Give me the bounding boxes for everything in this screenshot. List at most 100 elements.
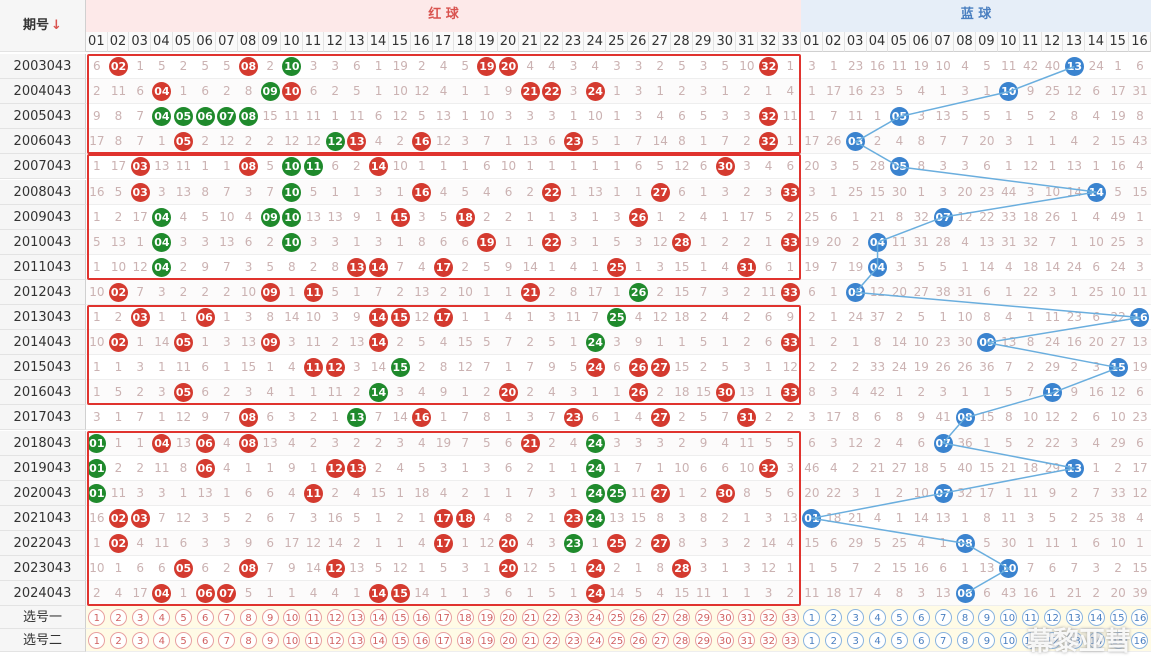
red-pick-button[interactable]: 10 <box>283 609 301 627</box>
blue-pick-button[interactable]: 11 <box>1022 609 1040 627</box>
red-pick-button[interactable]: 2 <box>110 609 127 627</box>
red-pick-button[interactable]: 29 <box>695 632 713 650</box>
red-pick-button[interactable]: 29 <box>695 609 713 627</box>
blue-pick-button[interactable]: 1 <box>803 632 821 650</box>
red-pick-button[interactable]: 17 <box>435 609 453 627</box>
red-pick-button[interactable]: 18 <box>456 609 474 627</box>
red-pick-button[interactable]: 20 <box>500 632 518 650</box>
red-pick-button[interactable]: 33 <box>781 632 799 650</box>
red-pick-button[interactable]: 30 <box>716 632 734 650</box>
red-pick-button[interactable]: 4 <box>153 632 171 650</box>
blue-pick-button[interactable]: 14 <box>1087 609 1105 627</box>
blue-pick-button[interactable]: 10 <box>1000 609 1018 627</box>
red-pick-button[interactable]: 27 <box>651 632 669 650</box>
red-pick-button[interactable]: 13 <box>348 609 366 627</box>
blue-pick-button[interactable]: 14 <box>1087 632 1105 650</box>
red-pick-button[interactable]: 5 <box>175 609 192 627</box>
blue-pick-button[interactable]: 11 <box>1022 632 1040 650</box>
blue-pick-button[interactable]: 9 <box>978 609 996 627</box>
red-pick-button[interactable]: 23 <box>565 609 583 627</box>
period-header[interactable]: 期号 ↓ <box>0 0 86 52</box>
blue-pick-button[interactable]: 8 <box>956 632 974 650</box>
red-pick-button[interactable]: 10 <box>283 632 301 650</box>
red-pick-button[interactable]: 30 <box>716 609 734 627</box>
red-pick-button[interactable]: 15 <box>391 632 409 650</box>
red-pick-button[interactable]: 32 <box>760 609 778 627</box>
blue-pick-button[interactable]: 8 <box>956 609 974 627</box>
red-pick-button[interactable]: 13 <box>348 632 366 650</box>
blue-pick-button[interactable]: 15 <box>1109 632 1127 650</box>
blue-pick-button[interactable]: 2 <box>825 632 843 650</box>
red-pick-button[interactable]: 9 <box>261 609 279 627</box>
red-pick-button[interactable]: 19 <box>478 609 496 627</box>
blue-pick-button[interactable]: 3 <box>847 632 865 650</box>
red-pick-button[interactable]: 7 <box>218 609 236 627</box>
blue-pick-button[interactable]: 3 <box>847 609 865 627</box>
red-pick-button[interactable]: 2 <box>110 632 127 650</box>
red-pick-button[interactable]: 4 <box>153 609 171 627</box>
red-pick-button[interactable]: 7 <box>218 632 236 650</box>
red-pick-button[interactable]: 31 <box>738 609 756 627</box>
red-pick-button[interactable]: 8 <box>240 609 258 627</box>
red-pick-button[interactable]: 25 <box>608 609 626 627</box>
blue-pick-button[interactable]: 4 <box>869 632 887 650</box>
blue-pick-button[interactable]: 12 <box>1044 632 1061 650</box>
red-pick-button[interactable]: 22 <box>543 632 561 650</box>
red-pick-button[interactable]: 12 <box>326 632 344 650</box>
blue-pick-button[interactable]: 13 <box>1065 632 1083 650</box>
blue-pick-button[interactable]: 7 <box>934 609 952 627</box>
red-pick-button[interactable]: 32 <box>760 632 778 650</box>
red-pick-button[interactable]: 16 <box>413 632 431 650</box>
red-pick-button[interactable]: 27 <box>651 609 669 627</box>
red-pick-button[interactable]: 14 <box>370 632 388 650</box>
red-pick-button[interactable]: 1 <box>88 609 106 627</box>
red-pick-button[interactable]: 31 <box>738 632 756 650</box>
blue-pick-button[interactable]: 5 <box>890 609 908 627</box>
red-pick-button[interactable]: 6 <box>196 632 214 650</box>
blue-pick-button[interactable]: 2 <box>825 609 843 627</box>
red-pick-button[interactable]: 28 <box>673 632 691 650</box>
blue-pick-button[interactable]: 12 <box>1044 609 1061 627</box>
red-pick-button[interactable]: 12 <box>326 609 344 627</box>
blue-pick-button[interactable]: 16 <box>1131 632 1149 650</box>
red-pick-button[interactable]: 26 <box>630 609 648 627</box>
red-pick-button[interactable]: 23 <box>565 632 583 650</box>
red-pick-button[interactable]: 15 <box>391 609 409 627</box>
red-pick-button[interactable]: 11 <box>305 632 323 650</box>
red-pick-button[interactable]: 5 <box>175 632 192 650</box>
blue-pick-button[interactable]: 16 <box>1131 609 1149 627</box>
blue-pick-button[interactable]: 4 <box>869 609 887 627</box>
red-pick-button[interactable]: 26 <box>630 632 648 650</box>
blue-pick-button[interactable]: 7 <box>934 632 952 650</box>
miss-count: 1 <box>808 335 816 350</box>
red-pick-button[interactable]: 14 <box>370 609 388 627</box>
red-pick-button[interactable]: 25 <box>608 632 626 650</box>
red-pick-button[interactable]: 19 <box>478 632 496 650</box>
red-pick-button[interactable]: 1 <box>88 632 106 650</box>
red-pick-button[interactable]: 20 <box>500 609 518 627</box>
red-pick-button[interactable]: 18 <box>456 632 474 650</box>
blue-pick-button[interactable]: 13 <box>1065 609 1083 627</box>
red-pick-button[interactable]: 8 <box>240 632 258 650</box>
red-pick-button[interactable]: 6 <box>196 609 214 627</box>
red-pick-button[interactable]: 21 <box>521 609 539 627</box>
blue-pick-button[interactable]: 6 <box>912 632 930 650</box>
red-pick-button[interactable]: 16 <box>413 609 431 627</box>
red-pick-button[interactable]: 24 <box>586 632 604 650</box>
red-pick-button[interactable]: 28 <box>673 609 691 627</box>
red-pick-button[interactable]: 3 <box>131 632 149 650</box>
blue-pick-button[interactable]: 15 <box>1109 609 1127 627</box>
red-pick-button[interactable]: 11 <box>305 609 323 627</box>
blue-pick-button[interactable]: 9 <box>978 632 996 650</box>
red-pick-button[interactable]: 3 <box>131 609 149 627</box>
red-pick-button[interactable]: 9 <box>261 632 279 650</box>
red-pick-button[interactable]: 22 <box>543 609 561 627</box>
red-pick-button[interactable]: 21 <box>521 632 539 650</box>
blue-pick-button[interactable]: 1 <box>803 609 821 627</box>
blue-pick-button[interactable]: 10 <box>1000 632 1018 650</box>
blue-pick-button[interactable]: 6 <box>912 609 930 627</box>
red-pick-button[interactable]: 33 <box>781 609 799 627</box>
red-pick-button[interactable]: 17 <box>435 632 453 650</box>
blue-pick-button[interactable]: 5 <box>890 632 908 650</box>
red-pick-button[interactable]: 24 <box>586 609 604 627</box>
